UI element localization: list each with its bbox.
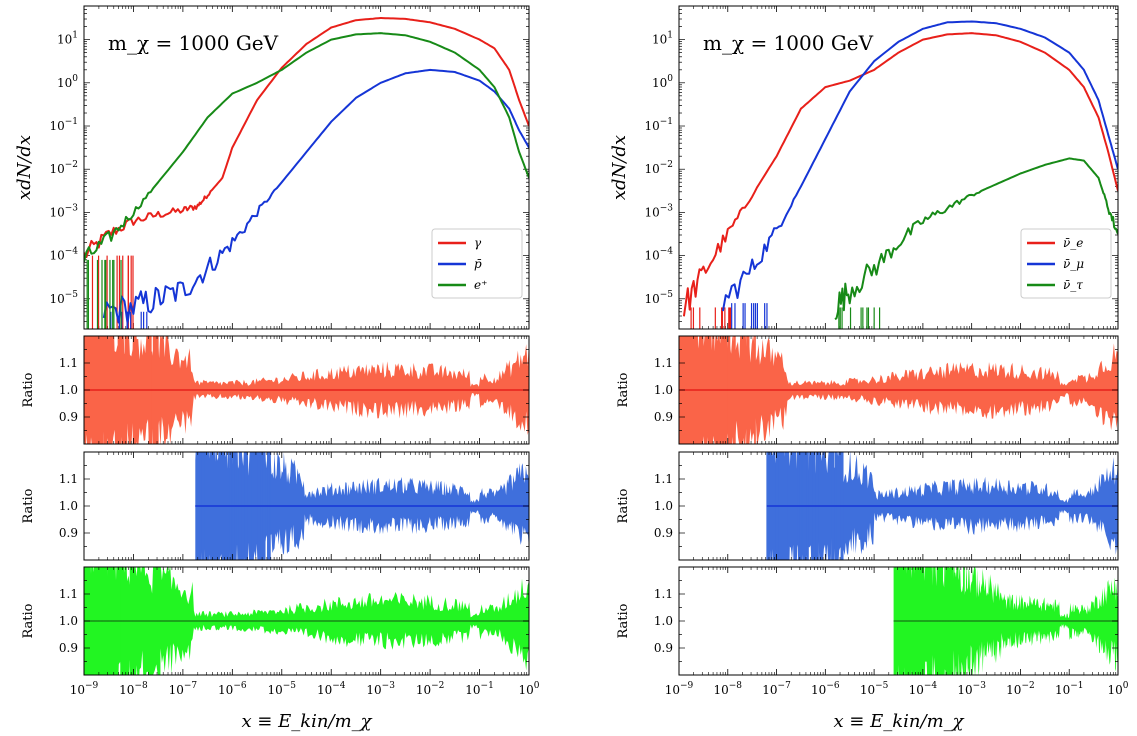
x-tick-label: 10−4 (317, 681, 346, 697)
legend-label: ν̄_e (1063, 236, 1083, 250)
y-tick-label: 10−2 (49, 160, 78, 176)
series-line-2 (834, 157, 1118, 321)
legend-label: ν̄_τ (1063, 278, 1083, 292)
x-tick-label: 10−1 (1055, 681, 1084, 697)
ratio-y-tick-label: 1.1 (654, 356, 673, 370)
ratio-y-tick-label: 0.9 (59, 410, 78, 424)
ratio-y-tick-label: 1.0 (654, 383, 673, 397)
series-line-1 (102, 68, 529, 324)
y-tick-label: 100 (57, 74, 78, 90)
x-tick-label: 10−7 (762, 681, 791, 697)
x-tick-label: 10−3 (366, 681, 395, 697)
ratio-y-tick-label: 0.9 (654, 641, 673, 655)
x-tick-label: 10−2 (1006, 681, 1035, 697)
x-tick-label: 10−1 (465, 681, 494, 697)
x-tick-label: 10−7 (169, 681, 198, 697)
main-panel-left: 10−5 10−4 10−3 10−2 10−1 100 101 m_χ = 1000 GeV… (14, 5, 530, 330)
y-tick-label: 10−4 (644, 247, 673, 263)
ratio-y-tick-label: 1.0 (59, 383, 78, 397)
legend-label: p̄ (474, 257, 482, 271)
y-tick-label: 10−2 (644, 160, 673, 176)
ratio-y-tick-label: 1.0 (654, 614, 673, 628)
legend: γ p̄ e⁺ (431, 228, 523, 299)
legend-label: ν̄_μ (1063, 257, 1084, 271)
series-line-2 (84, 32, 529, 263)
x-tick-label: 10−5 (267, 681, 296, 697)
ratio-y-axis-label: Ratio (616, 488, 631, 523)
series-line-1 (721, 20, 1118, 312)
x-tick-label: 10−9 (70, 681, 99, 697)
ratio-y-tick-label: 1.0 (654, 499, 673, 513)
x-tick-label: 10−8 (713, 681, 742, 697)
mass-annotation: m_χ = 1000 GeV (108, 31, 279, 55)
ratio-y-tick-label: 0.9 (59, 526, 78, 540)
ratio-panel-right-1: 0.9 1.0 1.1 Ratio (616, 335, 1119, 445)
y-tick-label: 10−5 (49, 290, 78, 306)
ratio-y-axis-label: Ratio (21, 603, 36, 638)
y-tick-label: 101 (57, 31, 78, 47)
y-tick-label: 100 (652, 74, 673, 90)
legend: ν̄_e ν̄_μ ν̄_τ (1020, 228, 1112, 299)
ratio-y-tick-label: 1.1 (654, 587, 673, 601)
x-axis-label: x ≡ E_kin/m_χ (833, 711, 964, 732)
y-tick-label: 10−3 (49, 203, 78, 219)
ratio-y-tick-label: 1.0 (59, 614, 78, 628)
y-tick-label: 10−5 (644, 290, 673, 306)
x-tick-label: 10−6 (218, 681, 247, 697)
x-axis-label: x ≡ E_kin/m_χ (241, 711, 372, 732)
ratio-y-tick-label: 1.1 (654, 472, 673, 486)
x-tick-label: 10−3 (957, 681, 986, 697)
ratio-y-tick-label: 1.0 (59, 499, 78, 513)
y-tick-label: 10−4 (49, 247, 78, 263)
mass-annotation: m_χ = 1000 GeV (703, 31, 874, 55)
ratio-panel-left-1: 0.9 1.0 1.1 Ratio (21, 335, 530, 445)
ratio-y-axis-label: Ratio (21, 372, 36, 407)
x-tick-label: 10−5 (860, 681, 889, 697)
y-axis-label: xdN/dx (609, 135, 630, 200)
ratio-panel-left-3: 0.9 1.0 1.1 Ratio 10−9 10−8 10−7 10−6 10−5 10−4 10… (21, 566, 540, 732)
x-tick-label: 10−8 (119, 681, 148, 697)
ratio-y-axis-label: Ratio (616, 603, 631, 638)
y-axis-label: xdN/dx (14, 135, 35, 200)
x-tick-label: 10−6 (811, 681, 840, 697)
series-line-0 (84, 17, 529, 258)
x-tick-label: 100 (518, 681, 539, 697)
ratio-y-tick-label: 1.1 (59, 587, 78, 601)
x-tick-label: 10−9 (665, 681, 694, 697)
main-panel-right: 10−5 10−4 10−3 10−2 10−1 100 101 m_χ = 1000 GeV… (609, 5, 1119, 330)
y-tick-label: 10−3 (644, 203, 673, 219)
ratio-y-tick-label: 1.1 (59, 356, 78, 370)
ratio-y-tick-label: 1.1 (59, 472, 78, 486)
legend-label: γ (474, 236, 482, 250)
ratio-y-tick-label: 0.9 (59, 641, 78, 655)
x-tick-label: 100 (1107, 681, 1128, 697)
x-tick-label: 10−4 (909, 681, 938, 697)
ratio-panel-right-3: 0.9 1.0 1.1 Ratio 10−9 10−8 10−7 10−6 10−5 10−4 10… (616, 566, 1129, 732)
ratio-panel-right-2: 0.9 1.0 1.1 Ratio (616, 451, 1119, 561)
x-tick-label: 10−2 (416, 681, 445, 697)
ratio-y-tick-label: 0.9 (654, 410, 673, 424)
ratio-panel-left-2: 0.9 1.0 1.1 Ratio (21, 451, 530, 561)
y-tick-label: 10−1 (49, 117, 78, 133)
series-line-0 (682, 32, 1118, 317)
legend-label: e⁺ (474, 278, 487, 292)
ratio-y-tick-label: 0.9 (654, 526, 673, 540)
y-tick-label: 101 (652, 31, 673, 47)
ratio-y-axis-label: Ratio (21, 488, 36, 523)
ratio-y-axis-label: Ratio (616, 372, 631, 407)
y-tick-label: 10−1 (644, 117, 673, 133)
